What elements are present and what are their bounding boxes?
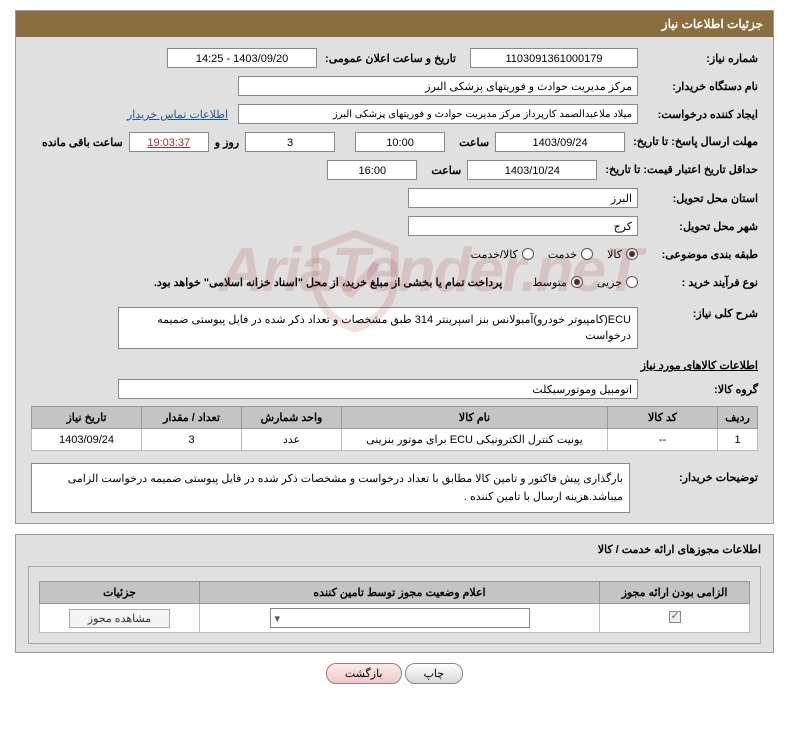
mandatory-checkbox[interactable]: [669, 611, 681, 623]
buyer-org-value: مرکز مدیریت حوادث و فوریتهای پزشکی البرز: [238, 76, 638, 96]
licenses-panel: اطلاعات مجوزهای ارائه خدمت / کالا الزامی…: [15, 534, 774, 653]
th-code: کد کالا: [608, 407, 718, 429]
resp-time-value: 10:00: [355, 132, 445, 152]
th-unit: واحد شمارش: [242, 407, 342, 429]
panel-header: جزئیات اطلاعات نیاز: [16, 11, 773, 37]
radio-both[interactable]: [522, 248, 534, 260]
requester-value: میلاد ملاعبدالصمد کارپرداز مرکز مدیریت ح…: [238, 104, 638, 124]
radio-medium[interactable]: [571, 276, 583, 288]
need-desc-value: ECU(کامپیوتر خودرو)آمبولانس بنز اسپرینتر…: [118, 307, 638, 349]
th-num: ردیف: [718, 407, 758, 429]
time-label-1: ساعت: [445, 136, 495, 149]
back-button[interactable]: بازگشت: [326, 663, 402, 684]
status-select[interactable]: [270, 608, 530, 628]
th-qty: تعداد / مقدار: [142, 407, 242, 429]
purchase-type-label: نوع فرآیند خرید :: [638, 276, 758, 289]
goods-group-label: گروه کالا:: [638, 383, 758, 396]
announce-dt-value: 1403/09/20 - 14:25: [167, 48, 317, 68]
validity-label: حداقل تاریخ اعتبار قیمت: تا تاریخ:: [597, 164, 758, 176]
radio-goods[interactable]: [626, 248, 638, 260]
radio-service[interactable]: [581, 248, 593, 260]
need-desc-label: شرح کلی نیاز:: [638, 307, 758, 320]
th-date: تاریخ نیاز: [32, 407, 142, 429]
goods-info-title: اطلاعات کالاهای مورد نیاز: [31, 359, 758, 372]
th-status: اعلام وضعیت مجوز توسط تامین کننده: [200, 582, 600, 604]
city-label: شهر محل تحویل:: [638, 220, 758, 233]
buyer-notes-value: بارگذاری پیش فاکتور و تامین کالا مطابق ب…: [31, 463, 630, 513]
remaining-label: ساعت باقی مانده: [36, 136, 129, 149]
requester-label: ایجاد کننده درخواست:: [638, 108, 758, 121]
goods-table: ردیف کد کالا نام کالا واحد شمارش تعداد /…: [31, 406, 758, 451]
countdown-value: 19:03:37: [129, 132, 209, 152]
province-value: البرز: [408, 188, 638, 208]
print-button[interactable]: چاپ: [405, 663, 464, 684]
resp-deadline-label: مهلت ارسال پاسخ: تا تاریخ:: [625, 136, 758, 148]
license-table: الزامی بودن ارائه مجوز اعلام وضعیت مجوز …: [39, 581, 750, 633]
th-mandatory: الزامی بودن ارائه مجوز: [600, 582, 750, 604]
licenses-title: اطلاعات مجوزهای ارائه خدمت / کالا: [28, 543, 761, 556]
th-name: نام کالا: [342, 407, 608, 429]
radio-minor[interactable]: [626, 276, 638, 288]
view-license-button[interactable]: مشاهده مجوز: [69, 609, 170, 628]
resp-date-value: 1403/09/24: [495, 132, 625, 152]
buyer-org-label: نام دستگاه خریدار:: [638, 80, 758, 93]
goods-group-value: اتومبیل وموتورسیکلت: [118, 379, 638, 399]
license-row: مشاهده مجوز: [40, 604, 750, 633]
need-no-label: شماره نیاز:: [638, 52, 758, 65]
subject-cat-radios: کالا خدمت کالا/خدمت: [471, 248, 638, 261]
validity-date-value: 1403/10/24: [467, 160, 597, 180]
islamic-treasury-note: پرداخت تمام یا بخشی از مبلغ خرید، از محل…: [154, 276, 502, 289]
buyer-contact-link[interactable]: اطلاعات تماس خریدار: [127, 108, 228, 121]
days-left-value: 3: [245, 132, 335, 152]
validity-time-value: 16:00: [327, 160, 417, 180]
buyer-notes-label: توضیحات خریدار:: [638, 457, 758, 484]
main-panel: جزئیات اطلاعات نیاز شماره نیاز: 11030913…: [15, 10, 774, 524]
subject-cat-label: طبقه بندی موضوعی:: [638, 248, 758, 261]
table-row: 1 -- یونیت کنترل الکترونیکی ECU برای موت…: [32, 429, 758, 451]
province-label: استان محل تحویل:: [638, 192, 758, 205]
city-value: کرج: [408, 216, 638, 236]
time-label-2: ساعت: [417, 164, 467, 177]
purchase-type-radios: جزیی متوسط: [532, 276, 638, 289]
button-row: چاپ بازگشت: [0, 663, 789, 684]
days-and-label: روز و: [209, 136, 245, 149]
th-details: جزئیات: [40, 582, 200, 604]
need-no-value: 1103091361000179: [470, 48, 638, 68]
announce-dt-label: تاریخ و ساعت اعلان عمومی:: [317, 52, 456, 65]
